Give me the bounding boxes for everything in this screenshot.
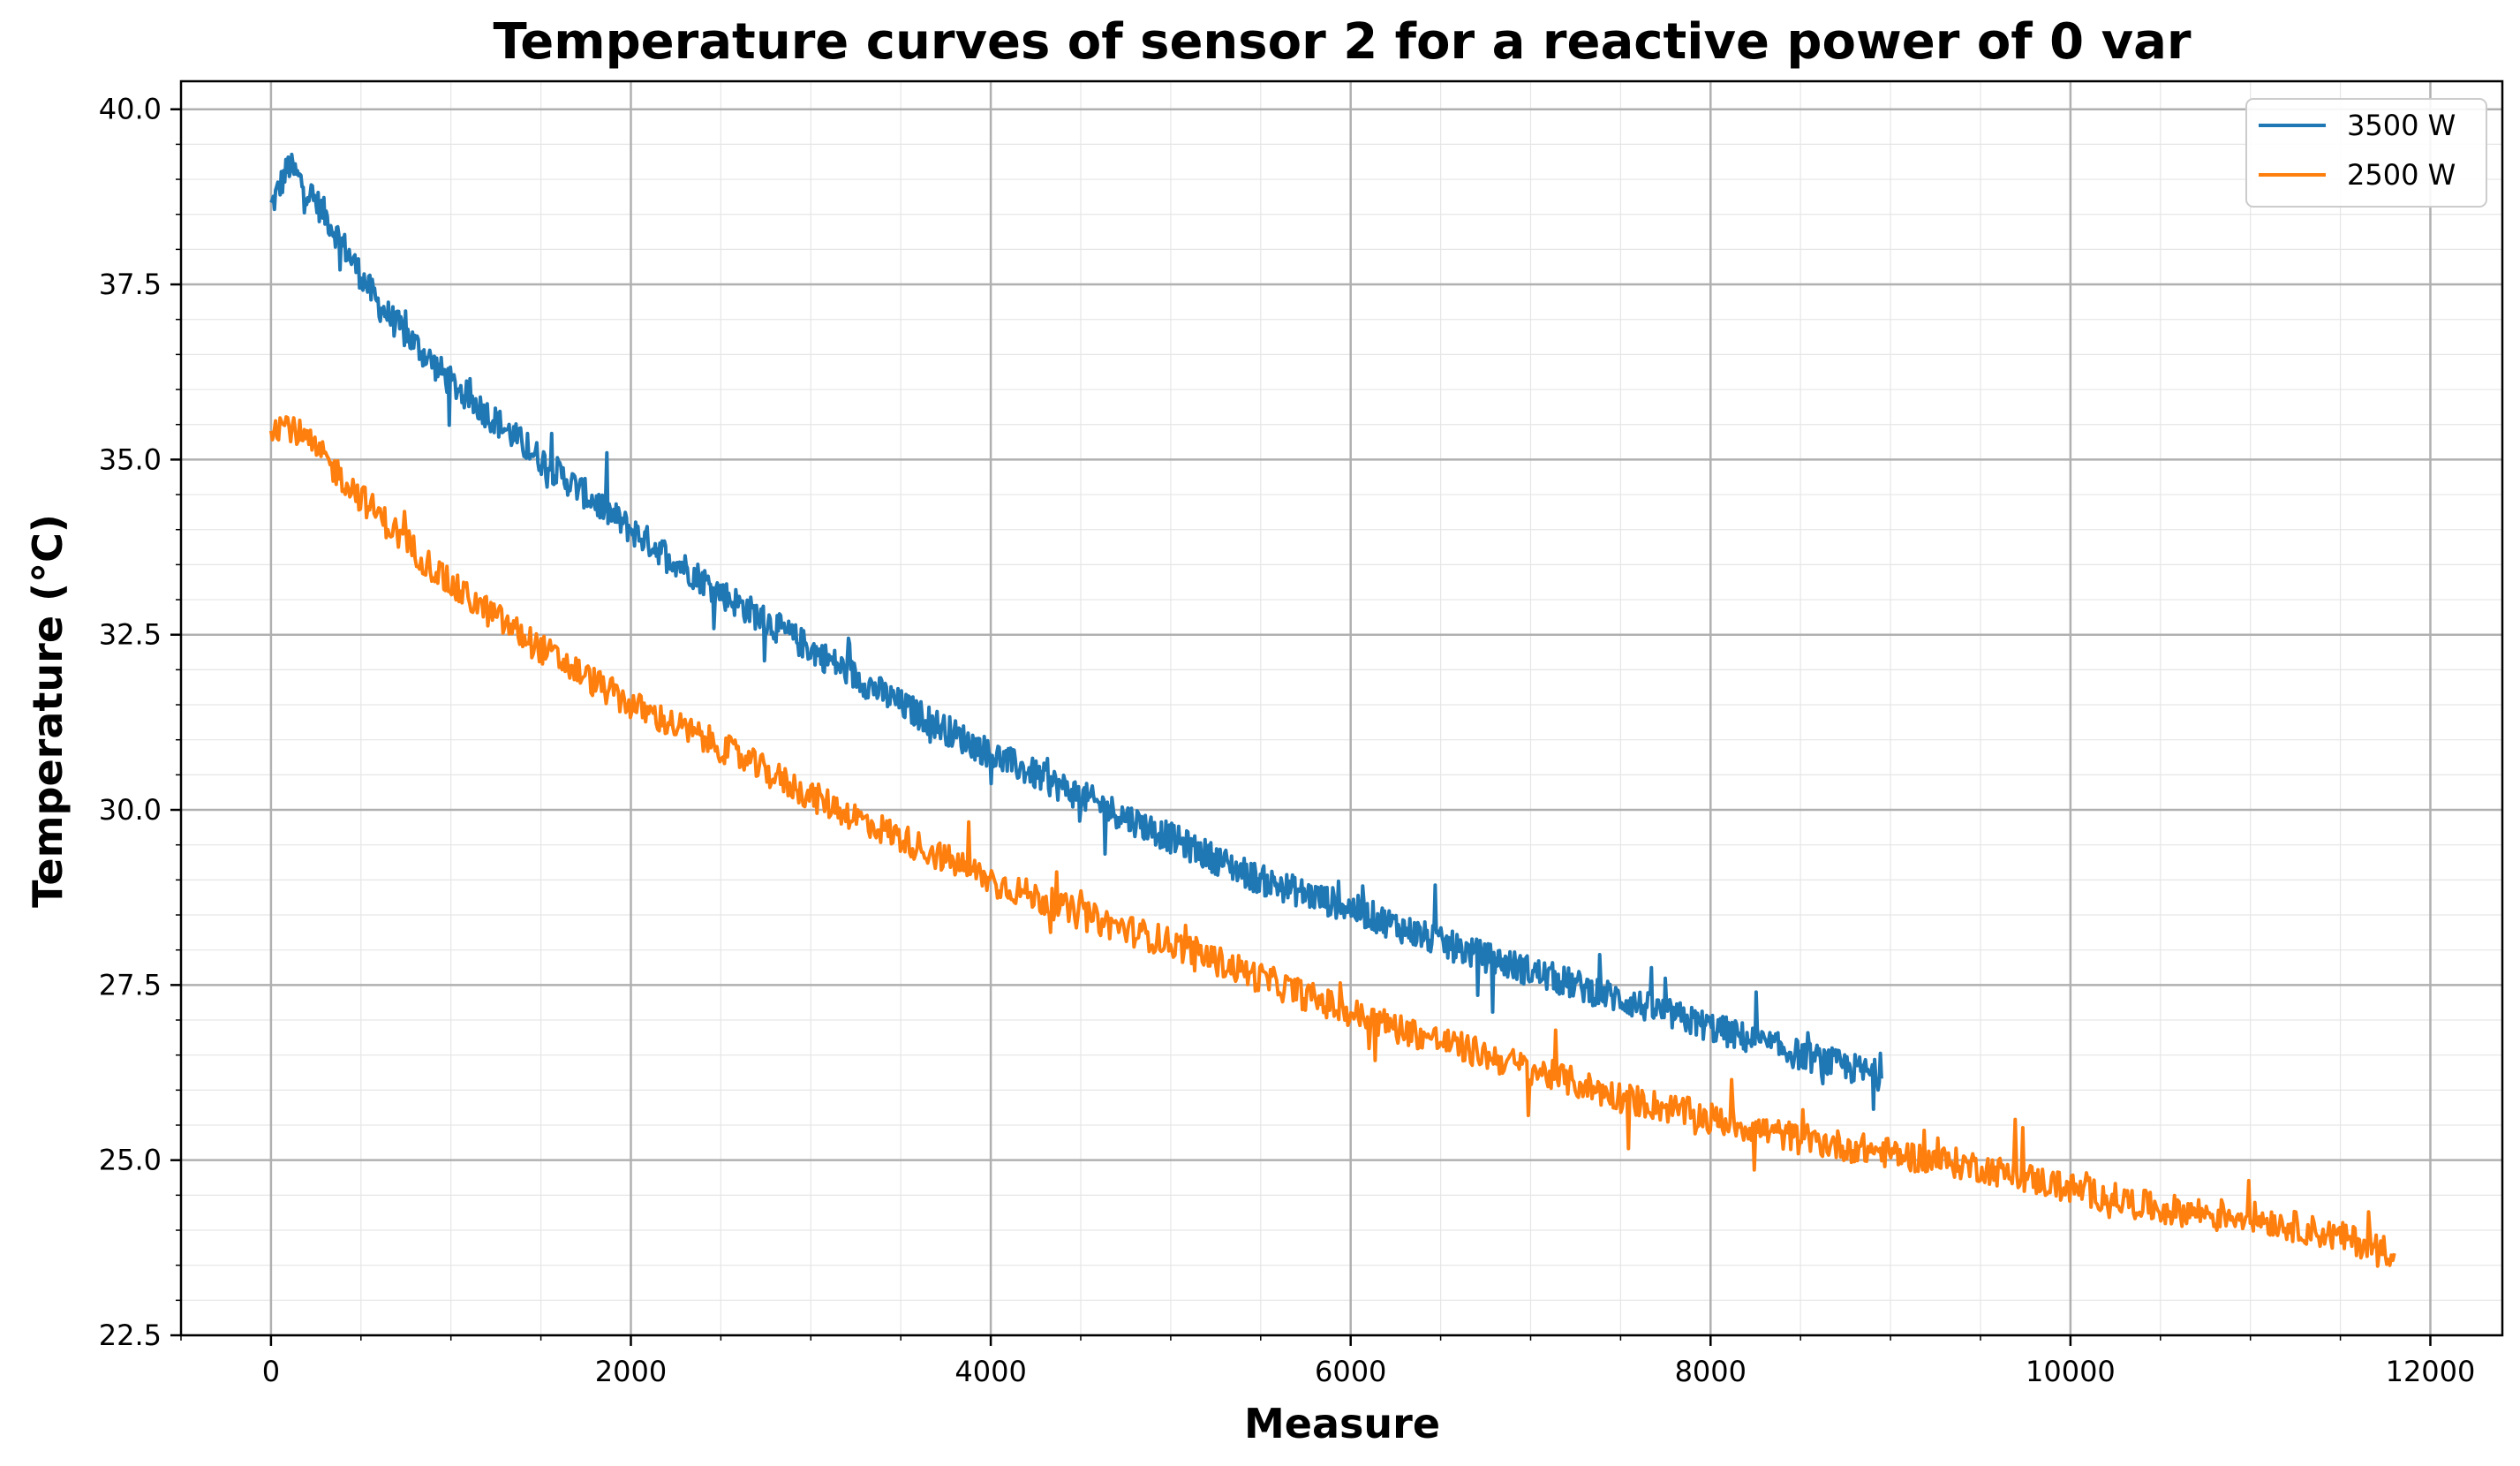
y-tick-label: 40.0 <box>99 93 162 126</box>
y-axis-label: Temperature (°C) <box>24 514 72 908</box>
y-tick-label: 35.0 <box>99 442 162 476</box>
series-line-3500w <box>269 152 1883 1111</box>
x-tick-label: 6000 <box>1315 1355 1386 1388</box>
y-tick-label: 32.5 <box>99 618 162 652</box>
major-grid <box>181 81 2502 1337</box>
x-axis-label: Measure <box>1244 1400 1440 1447</box>
y-tick-label: 27.5 <box>99 968 162 1001</box>
plot-frame <box>179 79 2504 1337</box>
y-tick-label: 30.0 <box>99 793 162 827</box>
y-tick-label: 37.5 <box>99 268 162 301</box>
tick-labels: 0 2000 4000 6000 8000 10000 12000 22.5 25.0 27.5 3… <box>99 93 2476 1388</box>
x-tick-label: 0 <box>262 1355 280 1388</box>
legend-label-2500w: 2500 W <box>2347 158 2456 192</box>
legend-label-3500w: 3500 W <box>2347 109 2456 142</box>
x-tick-label: 2000 <box>595 1355 667 1388</box>
series-line-2500w <box>268 415 2396 1268</box>
minor-grid <box>180 81 2502 1336</box>
y-tick-label: 22.5 <box>99 1319 162 1352</box>
x-tick-label: 4000 <box>954 1355 1026 1388</box>
x-tick-label: 12000 <box>2386 1355 2476 1388</box>
legend: 3500 W 2500 W <box>2245 98 2487 208</box>
x-tick-label: 10000 <box>2026 1355 2116 1388</box>
series-layer <box>268 152 2396 1268</box>
chart-title: Temperature curves of sensor 2 for a rea… <box>493 13 2191 71</box>
ticks <box>170 108 2432 1346</box>
x-tick-label: 8000 <box>1675 1355 1747 1388</box>
y-tick-label: 25.0 <box>99 1144 162 1177</box>
